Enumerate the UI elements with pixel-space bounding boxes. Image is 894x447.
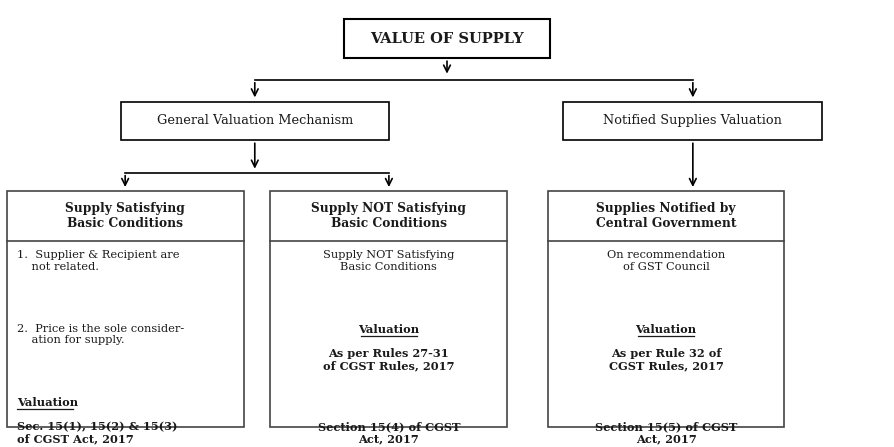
Text: Valuation: Valuation — [636, 324, 696, 335]
FancyBboxPatch shape — [121, 101, 389, 140]
Text: Supplies Notified by
Central Government: Supplies Notified by Central Government — [595, 202, 737, 230]
FancyBboxPatch shape — [344, 19, 550, 58]
Text: Section 15(4) of CGST
Act, 2017: Section 15(4) of CGST Act, 2017 — [317, 421, 460, 445]
FancyBboxPatch shape — [547, 191, 785, 426]
Text: As per Rule 32 of
CGST Rules, 2017: As per Rule 32 of CGST Rules, 2017 — [609, 347, 723, 371]
FancyBboxPatch shape — [270, 191, 508, 426]
Text: VALUE OF SUPPLY: VALUE OF SUPPLY — [370, 32, 524, 46]
Text: Sec. 15(1), 15(2) & 15(3)
of CGST Act, 2017: Sec. 15(1), 15(2) & 15(3) of CGST Act, 2… — [18, 421, 178, 445]
Text: Supply NOT Satisfying
Basic Conditions: Supply NOT Satisfying Basic Conditions — [311, 202, 467, 230]
Text: On recommendation
of GST Council: On recommendation of GST Council — [607, 250, 725, 272]
Text: Valuation: Valuation — [358, 324, 419, 335]
Text: 1.  Supplier & Recipient are
    not related.: 1. Supplier & Recipient are not related. — [18, 250, 180, 272]
FancyBboxPatch shape — [563, 101, 822, 140]
Text: As per Rules 27-31
of CGST Rules, 2017: As per Rules 27-31 of CGST Rules, 2017 — [323, 347, 455, 371]
Text: 2.  Price is the sole consider-
    ation for supply.: 2. Price is the sole consider- ation for… — [18, 324, 185, 346]
Text: Notified Supplies Valuation: Notified Supplies Valuation — [603, 114, 782, 127]
Text: General Valuation Mechanism: General Valuation Mechanism — [156, 114, 353, 127]
FancyBboxPatch shape — [7, 191, 243, 426]
Text: Section 15(5) of CGST
Act, 2017: Section 15(5) of CGST Act, 2017 — [595, 421, 738, 445]
Text: Valuation: Valuation — [18, 397, 79, 408]
Text: Supply NOT Satisfying
Basic Conditions: Supply NOT Satisfying Basic Conditions — [324, 250, 454, 272]
Text: Supply Satisfying
Basic Conditions: Supply Satisfying Basic Conditions — [65, 202, 185, 230]
